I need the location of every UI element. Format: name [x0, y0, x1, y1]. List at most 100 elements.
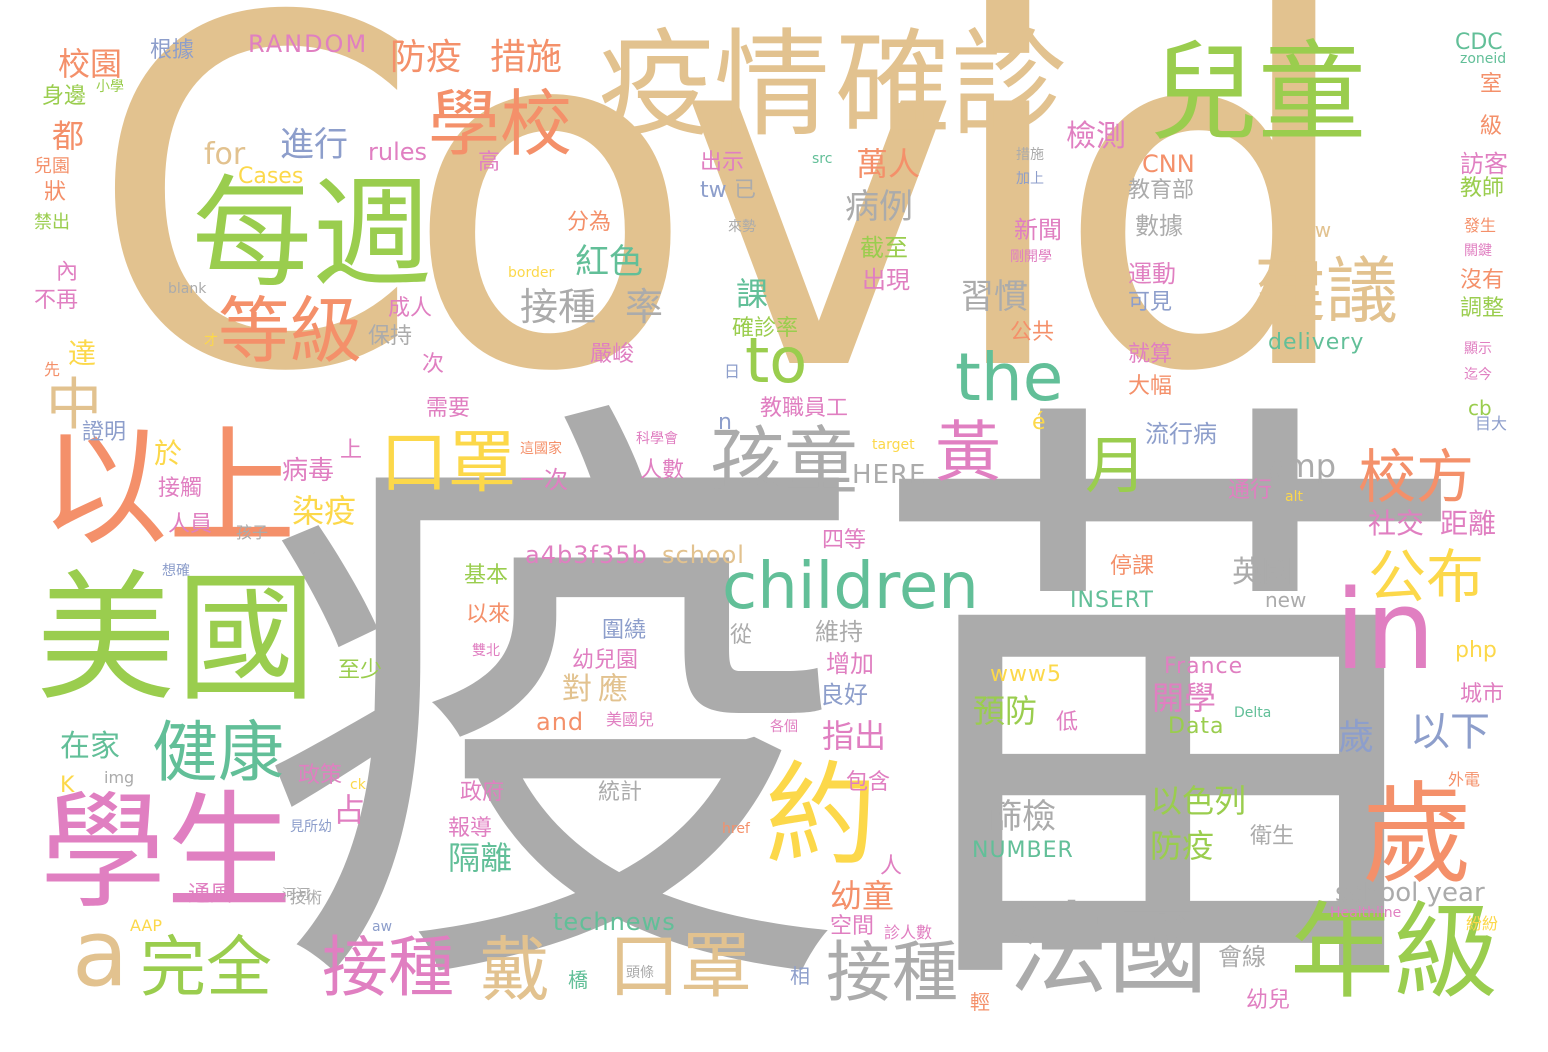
cloud-word: 學校	[428, 82, 573, 166]
cloud-word: 美國	[36, 558, 317, 721]
cloud-word: 輕	[970, 990, 990, 1014]
cloud-word: AAP	[130, 916, 162, 935]
cloud-word: 禁出	[34, 212, 70, 233]
cloud-word: 顯示	[1464, 341, 1492, 357]
cloud-word: 萬人	[856, 145, 921, 183]
cloud-word: 內	[56, 260, 79, 285]
cloud-word: 先	[44, 360, 61, 379]
cloud-word: php	[1455, 638, 1497, 663]
cloud-word: 以色列	[1150, 782, 1247, 820]
cloud-word: for	[204, 137, 246, 172]
cloud-word: 成人	[388, 296, 433, 321]
cloud-word: 月	[1085, 429, 1148, 502]
cloud-word: 歲	[1362, 771, 1472, 899]
cloud-word: 嚴峻	[590, 342, 635, 367]
cloud-word: 預防	[973, 692, 1038, 730]
cloud-word: 報導	[448, 816, 493, 841]
cloud-word: 日	[724, 362, 741, 381]
cloud-word: rules	[368, 138, 428, 166]
cloud-word: 從	[730, 623, 753, 648]
cloud-word: 出現	[862, 266, 910, 294]
cloud-word: 可見	[1128, 290, 1173, 315]
cloud-word: 兒童	[1150, 31, 1367, 156]
cloud-word: 確診率	[732, 316, 799, 341]
cloud-word: children	[722, 550, 979, 624]
cloud-word: 仍	[312, 543, 335, 568]
cloud-word: 人數	[640, 458, 685, 483]
cloud-word: 分為	[567, 210, 612, 235]
cloud-word: 防疫	[390, 37, 463, 78]
cloud-word: amp	[1265, 447, 1337, 485]
cloud-word: 黃	[935, 414, 1001, 491]
cloud-word: NUMBER	[972, 838, 1074, 863]
cloud-word: n	[718, 410, 732, 435]
cloud-word: 戴	[480, 929, 550, 1011]
cloud-word: 城市	[1460, 682, 1505, 707]
cloud-word: 疫苗	[255, 355, 1475, 1052]
cloud-word: 健康	[152, 714, 284, 791]
cloud-word: alt	[1285, 489, 1303, 505]
cloud-word: 政府	[460, 780, 505, 805]
cloud-word: 想確	[162, 563, 190, 579]
cloud-word: 維持	[815, 618, 863, 646]
cloud-word: a4b3f35b	[525, 541, 648, 569]
cloud-word: 孩子	[236, 523, 269, 542]
cloud-word: 才	[204, 333, 218, 349]
cloud-word: 接種	[826, 934, 958, 1011]
cloud-word: delivery	[1268, 330, 1365, 355]
cloud-word: 流行病	[1145, 420, 1217, 448]
cloud-word: 已	[734, 178, 757, 203]
cloud-word: 口罩	[380, 424, 517, 503]
cloud-word: 等級	[218, 289, 363, 373]
cloud-word: 教育部	[1128, 178, 1195, 203]
cloud-word: 包含	[846, 770, 891, 795]
cloud-word: school year	[1335, 878, 1485, 908]
cloud-word: 河河	[282, 887, 310, 903]
cloud-word: 一次	[520, 466, 568, 494]
cloud-word: 達	[68, 337, 97, 370]
cloud-word: 習慣	[960, 277, 1028, 317]
cloud-word: 保持	[368, 324, 413, 349]
cloud-word: 疫情	[598, 18, 830, 153]
cloud-word: K	[60, 773, 75, 798]
cloud-word: 以來	[466, 602, 511, 627]
cloud-word: 中	[46, 373, 102, 438]
cloud-word: France	[1164, 654, 1244, 679]
cloud-word: 相	[790, 964, 810, 988]
cloud-word: 占	[333, 791, 366, 829]
cloud-word: 公共	[1010, 320, 1055, 345]
cloud-word: 病例	[845, 187, 913, 227]
cloud-word: 級	[1480, 114, 1503, 139]
cloud-word: ck	[350, 777, 366, 793]
cloud-word: 於	[154, 437, 183, 470]
cloud-word: to	[745, 324, 808, 397]
cloud-word: 染疫	[292, 492, 357, 530]
cloud-word: 圍繞	[602, 618, 647, 643]
cloud-word: 四等	[822, 528, 867, 553]
cloud-word: 發生	[1464, 216, 1497, 235]
cloud-word: 校方	[1358, 443, 1475, 511]
cloud-word: 檢測	[1066, 119, 1126, 154]
cloud-word: 數據	[1135, 212, 1183, 240]
cloud-word: 根據	[150, 38, 195, 63]
cloud-word: Data	[1168, 714, 1225, 739]
cloud-word: 紛紛	[1466, 914, 1499, 933]
cloud-word: www	[1278, 218, 1334, 242]
cloud-word: 高	[478, 150, 501, 175]
cloud-word: tw	[700, 178, 727, 203]
cloud-word: 確診	[835, 18, 1067, 153]
cloud-word: 運動	[1128, 260, 1176, 288]
cloud-word: 率	[625, 285, 664, 329]
cloud-word: 篩檢	[988, 797, 1056, 837]
cloud-word: 病毒	[282, 456, 335, 486]
cloud-word: INSERT	[1070, 588, 1154, 613]
cloud-word: 證明	[82, 420, 127, 445]
cloud-word: target	[872, 437, 915, 453]
cloud-word: 約	[765, 751, 877, 881]
cloud-word: 措施	[1016, 147, 1044, 163]
cloud-word: the	[955, 339, 1064, 416]
cloud-word: zoneid	[1460, 51, 1507, 67]
cloud-word: 政策	[298, 763, 343, 788]
cloud-word: technews	[553, 908, 676, 936]
cloud-word: 歲	[1338, 717, 1375, 758]
